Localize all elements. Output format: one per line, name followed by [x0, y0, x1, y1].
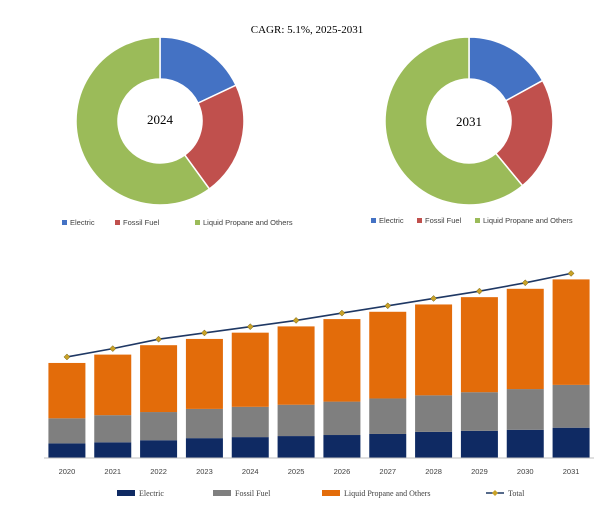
bar-2030-fossil-fuel	[506, 389, 544, 430]
bar-2031-fossil-fuel	[552, 384, 590, 428]
x-tick-2030: 2030	[517, 467, 534, 476]
bar-2023-electric	[185, 438, 223, 458]
donut-legend-2024: Electric Fossil Fuel Liquid Propane and Ot…	[62, 218, 293, 227]
bar-legend-label-fossil-fuel: Fossil Fuel	[235, 489, 271, 498]
legend-swatch-2024-fossil-fuel	[115, 220, 120, 225]
legend-label-2024-liquid-propane-and-others: Liquid Propane and Others	[203, 218, 293, 227]
bar-2021-liquid-propane-and-others	[94, 354, 132, 416]
total-marker-2022	[155, 335, 162, 343]
bar-legend-label-liquid-propane-and-others: Liquid Propane and Others	[344, 489, 430, 498]
x-tick-labels: 2020 2021 2022 2023 2024 2025 2026 2027 2028 2029…	[59, 467, 580, 476]
legend-label-2024-fossil-fuel: Fossil Fuel	[123, 218, 160, 227]
bar-2020-fossil-fuel	[48, 418, 86, 444]
bar-legend-label-total: Total	[508, 489, 525, 498]
bar-2022-fossil-fuel	[140, 412, 178, 441]
x-tick-2023: 2023	[196, 467, 213, 476]
x-tick-2031: 2031	[563, 467, 580, 476]
legend-swatch-2024-liquid-propane-and-others	[195, 220, 200, 225]
total-marker-2021	[109, 345, 117, 352]
donut-center-label-2031: 2031	[456, 114, 482, 129]
bar-2025-fossil-fuel	[277, 404, 315, 437]
x-tick-2028: 2028	[425, 467, 442, 476]
stacked-bar-chart	[48, 279, 590, 458]
bar-2024-liquid-propane-and-others	[231, 332, 269, 407]
total-marker-2029	[476, 287, 483, 295]
total-marker-2026	[338, 309, 346, 317]
legend-swatch-2031-liquid-propane-and-others	[475, 218, 480, 223]
bar-2024-fossil-fuel	[231, 406, 269, 438]
bar-2028-fossil-fuel	[415, 395, 453, 432]
bar-legend: Electric Fossil Fuel Liquid Propane and Ot…	[117, 489, 525, 498]
legend-swatch-2031-electric	[371, 218, 376, 223]
bar-legend-swatch-electric	[117, 490, 135, 496]
x-tick-2025: 2025	[288, 467, 305, 476]
legend-swatch-2031-fossil-fuel	[417, 218, 422, 223]
legend-swatch-2024-electric	[62, 220, 67, 225]
bar-2022-electric	[140, 440, 178, 458]
bar-2025-electric	[277, 436, 315, 458]
donut-chart-2031	[384, 36, 554, 206]
donut-slice-2031-liquid-propane-and-others	[384, 36, 524, 206]
donut-chart-2024	[75, 36, 245, 206]
total-marker-2024	[246, 323, 254, 331]
bar-legend-swatch-total-marker	[492, 490, 498, 496]
bar-2030-electric	[506, 429, 544, 458]
x-tick-2022: 2022	[150, 467, 167, 476]
bar-legend-swatch-fossil-fuel	[213, 490, 231, 496]
x-tick-2029: 2029	[471, 467, 488, 476]
bar-2030-liquid-propane-and-others	[506, 288, 544, 390]
total-marker-2031	[567, 270, 575, 277]
bar-2028-liquid-propane-and-others	[415, 304, 453, 396]
total-marker-2020	[63, 353, 71, 361]
bar-2029-electric	[460, 430, 498, 458]
bar-2021-fossil-fuel	[94, 415, 132, 443]
legend-label-2031-liquid-propane-and-others: Liquid Propane and Others	[483, 216, 573, 225]
total-line-path	[66, 272, 572, 358]
x-tick-2020: 2020	[59, 467, 76, 476]
bar-2027-electric	[369, 433, 407, 458]
donut-legend-2031: Electric Fossil Fuel Liquid Propane and Ot…	[371, 216, 573, 225]
bar-2025-liquid-propane-and-others	[277, 326, 315, 405]
bar-2026-fossil-fuel	[323, 401, 361, 436]
total-marker-2028	[430, 295, 437, 302]
cagr-title: CAGR: 5.1%, 2025-2031	[251, 24, 363, 36]
x-tick-2027: 2027	[379, 467, 396, 476]
bar-legend-swatch-liquid-propane-and-others	[322, 490, 340, 496]
donut-center-label-2024: 2024	[147, 112, 174, 127]
bar-2026-electric	[323, 435, 361, 458]
bar-2031-liquid-propane-and-others	[552, 279, 590, 385]
bar-2021-electric	[94, 442, 132, 458]
x-tick-2021: 2021	[104, 467, 121, 476]
bar-2028-electric	[415, 431, 453, 458]
donut-slice-2024-fossil-fuel	[183, 84, 245, 191]
total-marker-2027	[384, 302, 392, 310]
total-marker-2023	[201, 329, 208, 337]
donut-slice-2031-fossil-fuel	[494, 79, 554, 187]
bar-2027-fossil-fuel	[369, 398, 407, 434]
bar-2027-liquid-propane-and-others	[369, 311, 407, 399]
bar-legend-label-electric: Electric	[139, 489, 164, 498]
bar-2029-liquid-propane-and-others	[460, 297, 498, 393]
bar-2029-fossil-fuel	[460, 392, 498, 431]
total-line-series	[63, 270, 575, 361]
bar-2023-fossil-fuel	[185, 408, 223, 439]
bar-2020-liquid-propane-and-others	[48, 362, 86, 419]
bar-2022-liquid-propane-and-others	[140, 345, 178, 413]
legend-label-2024-electric: Electric	[70, 218, 95, 227]
bar-2020-electric	[48, 443, 86, 458]
donut-slice-2024-liquid-propane-and-others	[75, 36, 211, 206]
total-marker-2025	[292, 317, 300, 324]
total-marker-2030	[521, 279, 529, 287]
bar-2031-electric	[552, 427, 590, 458]
legend-label-2031-electric: Electric	[379, 216, 404, 225]
bar-2023-liquid-propane-and-others	[185, 338, 223, 409]
bar-2026-liquid-propane-and-others	[323, 319, 361, 402]
x-tick-2026: 2026	[334, 467, 351, 476]
legend-label-2031-fossil-fuel: Fossil Fuel	[425, 216, 462, 225]
x-tick-2024: 2024	[242, 467, 259, 476]
bar-2024-electric	[231, 437, 269, 458]
